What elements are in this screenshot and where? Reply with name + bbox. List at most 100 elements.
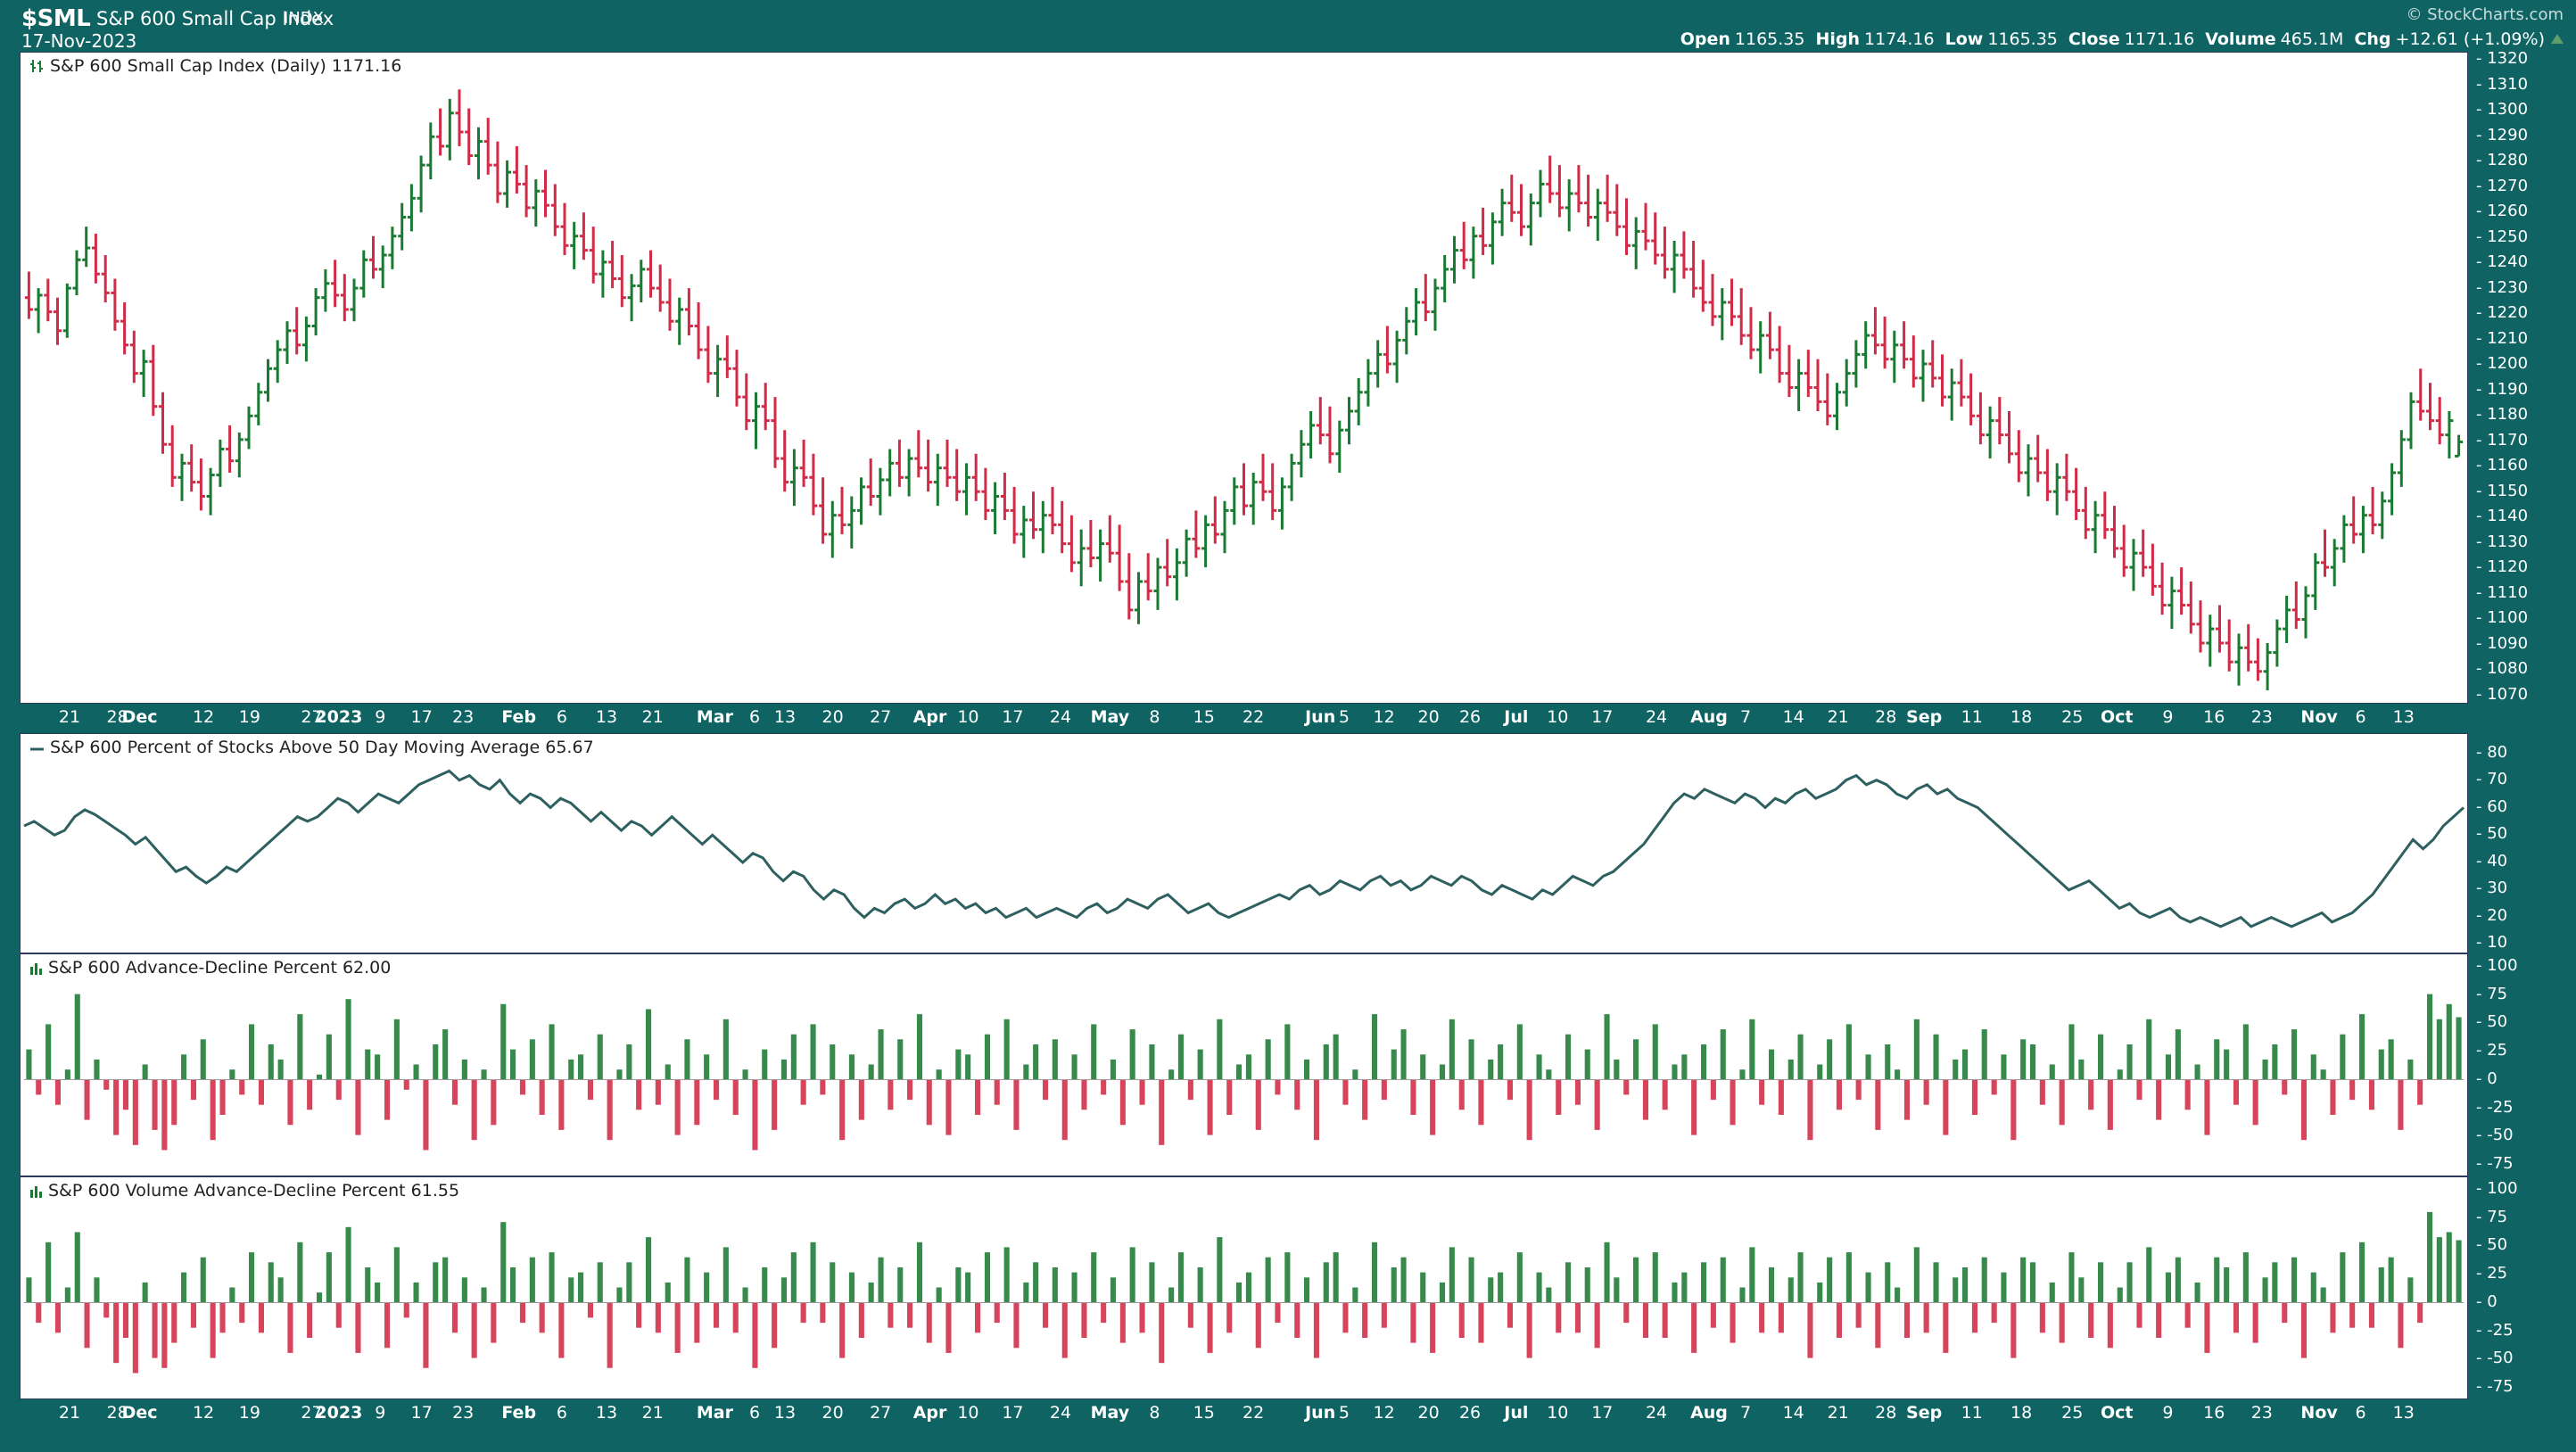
ticker-exchange: INDX	[284, 9, 324, 28]
x-axis-tick: 27	[870, 707, 892, 727]
pct50-panel-label: S&P 600 Percent of Stocks Above 50 Day M…	[29, 738, 594, 757]
x-axis-tick: 21	[641, 707, 664, 727]
price-y-tick: ‐ 1240	[2476, 252, 2529, 272]
x-axis-tick: 9	[2162, 1403, 2174, 1423]
x-axis-tick: Oct	[2101, 707, 2134, 727]
price-chart-canvas[interactable]	[21, 53, 2467, 703]
pct50-chart-canvas[interactable]	[21, 734, 2467, 953]
x-axis-tick: 8	[1149, 1403, 1160, 1423]
price-y-tick: ‐ 1260	[2476, 202, 2529, 221]
x-axis-tick: 19	[238, 1403, 260, 1423]
price-y-tick: ‐ 1250	[2476, 227, 2529, 246]
vadpct-y-tick: ‐ 75	[2476, 1207, 2508, 1226]
volume-advance-decline-percent-panel[interactable]: S&P 600 Volume Advance-Decline Percent 6…	[20, 1176, 2468, 1399]
x-axis-tick: Apr	[912, 1403, 947, 1423]
price-panel-label: S&P 600 Small Cap Index (Daily) 1171.16	[29, 56, 401, 76]
price-y-tick: ‐ 1300	[2476, 100, 2529, 120]
x-axis-tick: 16	[2203, 707, 2225, 727]
x-axis-tick: 13	[773, 1403, 797, 1423]
price-y-tick: ‐ 1070	[2476, 685, 2529, 704]
x-axis-tick: 10	[1547, 1403, 1569, 1423]
x-axis-tick: 12	[1373, 707, 1395, 727]
adpct-panel-label: S&P 600 Advance-Decline Percent 62.00	[29, 958, 391, 978]
x-axis-tick: Dec	[121, 707, 158, 727]
x-axis-tick: 21	[641, 1403, 664, 1423]
x-axis-tick: 15	[1193, 707, 1215, 727]
x-axis-tick: 28	[106, 1403, 128, 1423]
x-axis-tick: 20	[822, 707, 844, 727]
price-y-tick: ‐ 1190	[2476, 379, 2529, 399]
x-axis-tick: 12	[192, 1403, 215, 1423]
quote-date: 17-Nov-2023	[21, 30, 137, 52]
open-label: Open	[1680, 29, 1730, 49]
ohlc-bars-icon	[29, 59, 45, 73]
adpct-y-axis: ‐ 100 ‐ 75 ‐ 50 ‐ 25 ‐ 0 ‐ -25 ‐ -50 ‐ -75	[2474, 953, 2572, 1176]
chg-value: +12.61 (+1.09%)	[2395, 29, 2545, 49]
quote-line: Open 1165.35 High 1174.16 Low 1165.35 Close 117…	[1670, 29, 2564, 49]
pct50-y-axis: ‐ 80 ‐ 70 ‐ 60 ‐ 50 ‐ 40 ‐ 30 ‐ 20 ‐ 10	[2474, 733, 2572, 953]
x-axis-tick: May	[1090, 1403, 1130, 1423]
histogram-icon	[29, 1185, 44, 1198]
vadpct-panel-label: S&P 600 Volume Advance-Decline Percent 6…	[29, 1181, 459, 1200]
x-axis-tick: 28	[106, 707, 128, 727]
price-y-tick: ‐ 1200	[2476, 354, 2529, 374]
pct50-y-tick: ‐ 10	[2476, 933, 2508, 952]
adpct-chart-canvas[interactable]	[21, 954, 2467, 1176]
price-y-axis: ‐ 1320 ‐ 1310 ‐ 1300 ‐ 1290 ‐ 1280 ‐ 1270 ‐ 12…	[2474, 49, 2572, 704]
x-axis-tick: 18	[2010, 1403, 2033, 1423]
x-axis-tick: 25	[2061, 707, 2084, 727]
price-y-tick: ‐ 1270	[2476, 176, 2529, 195]
x-axis-tick: 6	[2355, 707, 2366, 727]
x-axis-tick: 21	[1827, 707, 1849, 727]
x-axis-tick: 12	[1373, 1403, 1395, 1423]
x-axis-tick: 23	[452, 707, 475, 727]
x-axis-tick: 20	[822, 1403, 844, 1423]
percent-above-50dma-panel[interactable]: S&P 600 Percent of Stocks Above 50 Day M…	[20, 733, 2468, 953]
price-y-tick: ‐ 1290	[2476, 125, 2529, 144]
price-y-tick: ‐ 1100	[2476, 608, 2529, 628]
x-axis-tick: 24	[1645, 707, 1668, 727]
vadpct-y-tick: ‐ -25	[2476, 1320, 2514, 1340]
x-axis-top: 21 28 Dec 12 19 27 2023 9 17 23 Feb 6 13 21 Mar 6 13 20 27…	[20, 707, 2468, 734]
x-axis-tick: 19	[238, 707, 260, 727]
x-axis-tick: 17	[410, 707, 433, 727]
x-axis-tick: Jul	[1504, 1403, 1529, 1423]
x-axis-tick: 14	[1782, 707, 1804, 727]
high-label: High	[1815, 29, 1861, 49]
advance-decline-percent-panel[interactable]: S&P 600 Advance-Decline Percent 62.00	[20, 953, 2468, 1176]
x-axis-tick: 24	[1645, 1403, 1668, 1423]
x-axis-tick: Mar	[696, 707, 733, 727]
pct50-y-tick: ‐ 40	[2476, 851, 2508, 870]
vadpct-y-tick: ‐ 50	[2476, 1235, 2508, 1255]
x-axis-tick: Sep	[1906, 707, 1943, 727]
x-axis-tick: 28	[1875, 707, 1897, 727]
adpct-y-tick: ‐ 50	[2476, 1012, 2508, 1032]
x-axis-tick: 6	[556, 1403, 567, 1423]
vadpct-y-tick: ‐ -75	[2476, 1377, 2514, 1396]
x-axis-tick: 13	[595, 1403, 618, 1423]
x-axis-tick: 27	[301, 1403, 323, 1423]
close-value: 1171.16	[2124, 29, 2195, 49]
x-axis-tick: 26	[1458, 707, 1482, 727]
price-y-tick: ‐ 1210	[2476, 328, 2529, 348]
x-axis-tick: 8	[1149, 707, 1160, 727]
x-axis-tick: 23	[452, 1403, 475, 1423]
x-axis-tick: 24	[1049, 1403, 1072, 1423]
vadpct-chart-canvas[interactable]	[21, 1177, 2467, 1398]
price-y-tick: ‐ 1220	[2476, 303, 2529, 323]
x-axis-tick: 11	[1961, 707, 1983, 727]
adpct-y-tick: ‐ -50	[2476, 1126, 2514, 1145]
volume-value: 465.1M	[2280, 29, 2344, 49]
volume-label: Volume	[2205, 29, 2276, 49]
histogram-bars	[26, 994, 2462, 1151]
price-panel[interactable]: S&P 600 Small Cap Index (Daily) 1171.16	[20, 52, 2468, 704]
low-label: Low	[1944, 29, 1984, 49]
chart-header: $SML S&P 600 Small Cap Index INDX 17-Nov…	[0, 0, 2576, 52]
x-axis-tick: 10	[957, 707, 979, 727]
vadpct-y-tick: ‐ 100	[2476, 1179, 2518, 1198]
price-y-tick: ‐ 1320	[2476, 49, 2529, 68]
x-axis-tick: 23	[2250, 1403, 2273, 1423]
x-axis-tick: 9	[375, 1403, 386, 1423]
pct50-panel-label-text: S&P 600 Percent of Stocks Above 50 Day M…	[50, 738, 594, 757]
x-axis-tick: Oct	[2101, 1403, 2134, 1423]
